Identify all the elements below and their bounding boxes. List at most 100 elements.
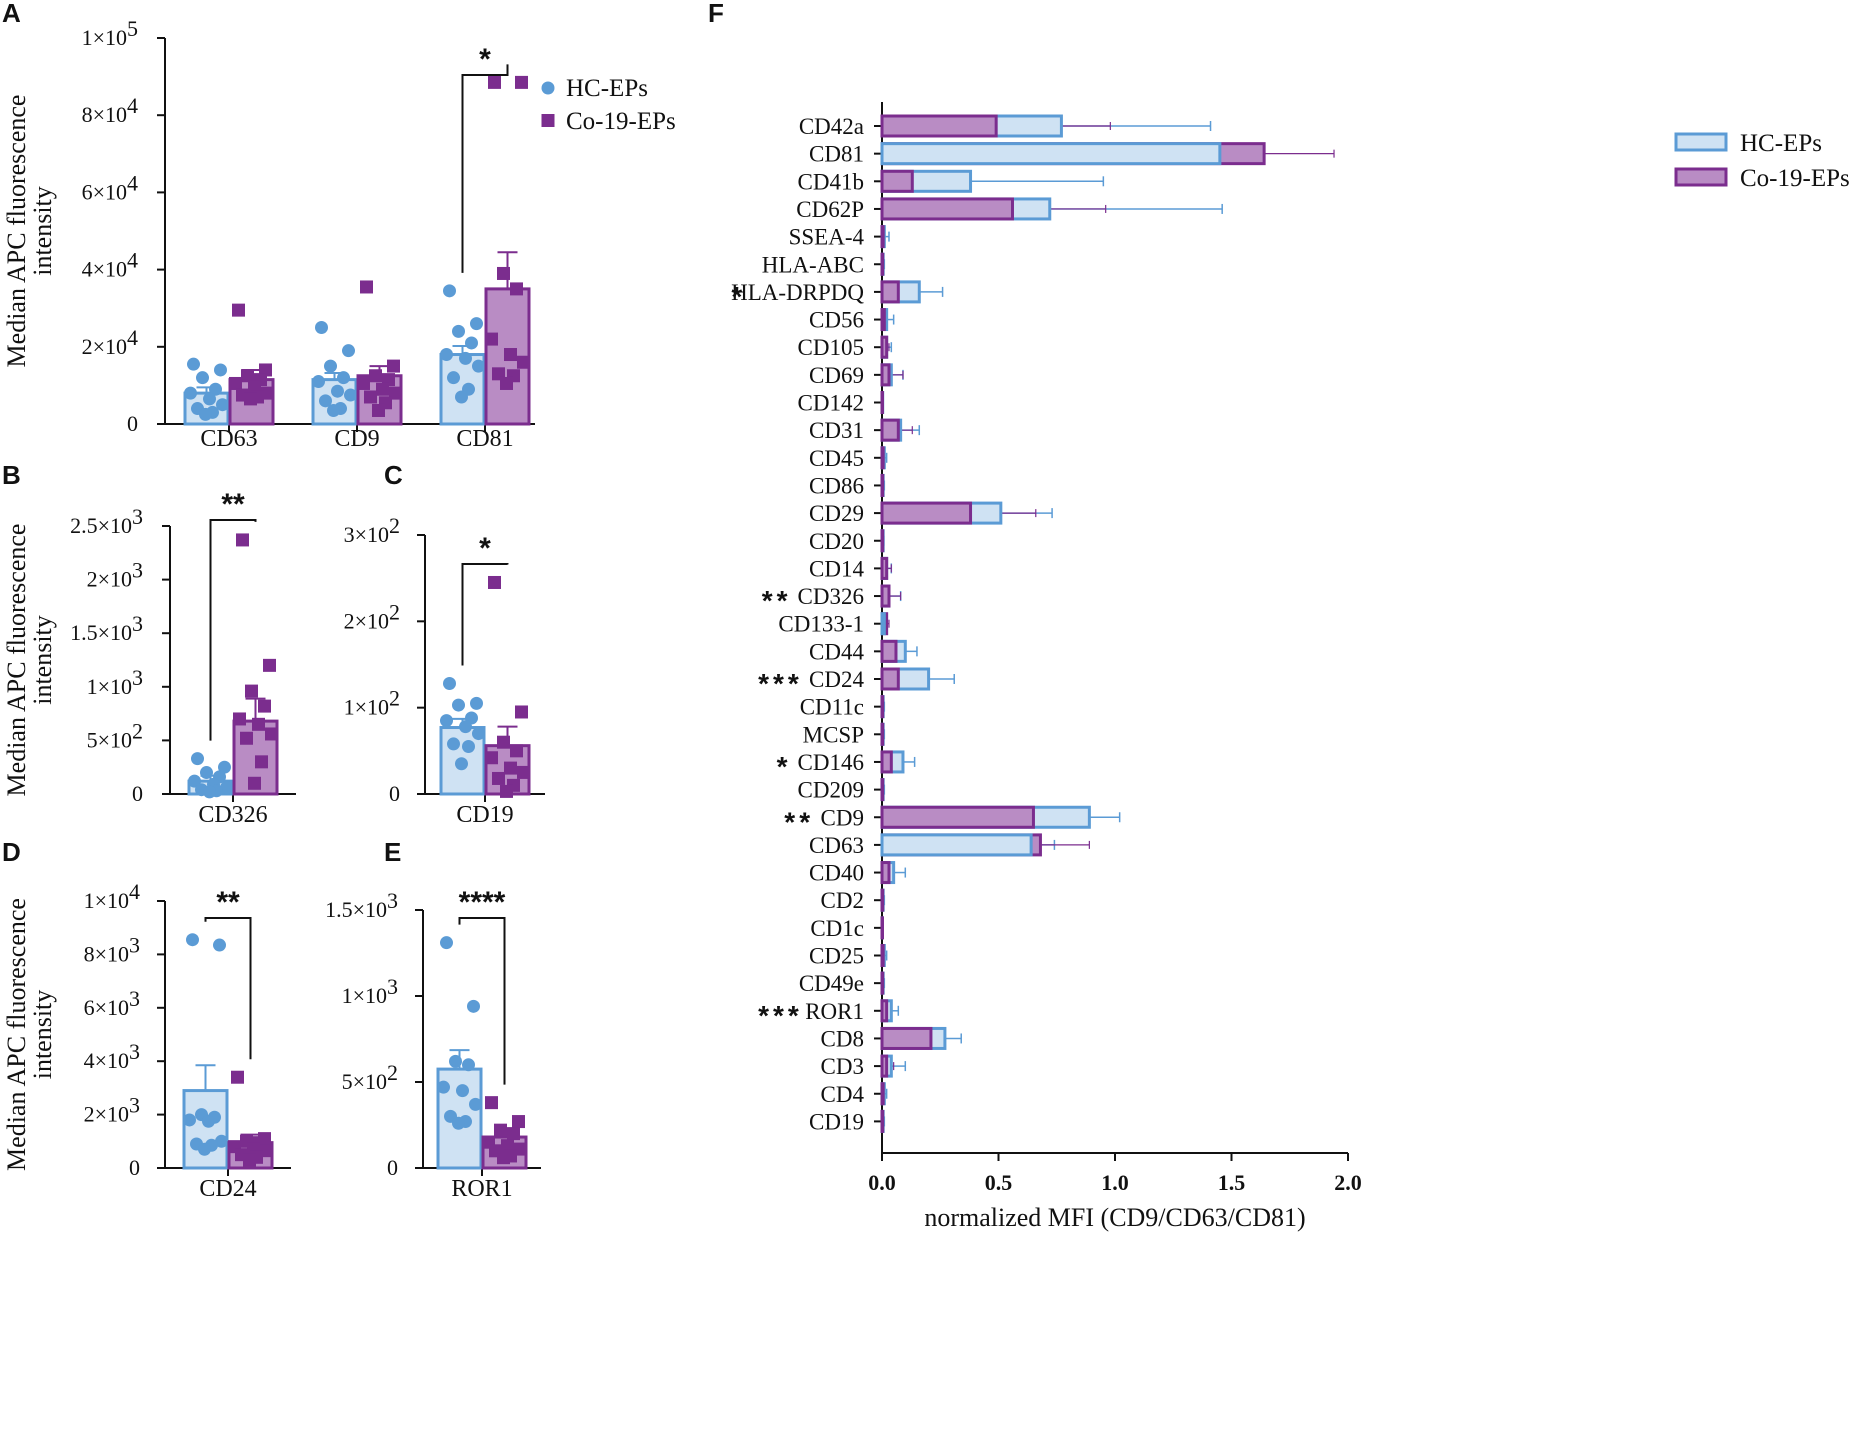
- data-point-hc: [449, 1054, 462, 1068]
- data-point-co: [515, 75, 528, 89]
- data-point-co: [357, 376, 370, 390]
- data-point-hc: [472, 359, 485, 373]
- y-tick-label: 6×103: [84, 986, 140, 1020]
- data-point-hc: [216, 398, 229, 412]
- bar-co: [880, 280, 900, 304]
- data-point-co: [252, 717, 265, 731]
- data-point-hc: [220, 781, 233, 795]
- y-tick-label: 1×104: [84, 879, 140, 913]
- data-point-hc: [452, 1116, 465, 1130]
- x-tick-label: 1.0: [1101, 1170, 1129, 1195]
- legend-label-hc: HC-EPs: [1740, 130, 1822, 157]
- panel-letter: A: [2, 0, 21, 28]
- data-point-co: [245, 684, 258, 698]
- data-point-hc: [215, 1134, 228, 1148]
- data-point-co: [263, 658, 276, 672]
- category-label: CD9: [334, 426, 379, 452]
- tick-mantissa: 2×10: [87, 567, 132, 592]
- tick-exponent: 4: [127, 170, 138, 195]
- data-point-hc: [203, 392, 216, 406]
- x-tick-label: 0.0: [868, 1170, 896, 1195]
- data-point-hc: [342, 344, 355, 358]
- significance-bracket: [204, 917, 252, 1060]
- category-label: CD326: [798, 584, 864, 609]
- data-point-hc: [459, 351, 472, 365]
- significance-label: *: [777, 751, 792, 782]
- data-point-hc: [452, 698, 465, 712]
- category-label: CD63: [809, 833, 864, 858]
- y-tick-label: 1×103: [87, 665, 143, 699]
- bar-co: [880, 639, 898, 663]
- data-point-hc: [324, 359, 337, 373]
- data-point-hc: [198, 1142, 211, 1156]
- data-point-hc: [456, 1084, 469, 1098]
- y-axis-label: intensity: [28, 615, 57, 705]
- data-point-co: [231, 1070, 244, 1084]
- data-point-co: [485, 751, 498, 765]
- category-label: CD11c: [800, 695, 864, 720]
- category-label: CD24: [199, 1176, 256, 1202]
- category-label: CD9: [821, 805, 864, 830]
- tick-mantissa: 3×10: [344, 522, 389, 547]
- data-point-hc: [187, 357, 200, 371]
- bar-co: [880, 446, 885, 470]
- data-point-co: [488, 575, 501, 589]
- category-label: CD4: [821, 1082, 865, 1107]
- data-point-hc: [455, 757, 468, 771]
- tick-mantissa: 1×10: [342, 983, 387, 1008]
- data-point-co: [233, 712, 246, 726]
- bar-co: [880, 999, 889, 1023]
- category-label: CD45: [809, 446, 864, 471]
- data-point-hc: [203, 785, 216, 799]
- y-tick-label: 1.5×103: [325, 888, 398, 922]
- tick-mantissa: 1×10: [82, 25, 127, 50]
- bar-co: [880, 529, 885, 553]
- tick-mantissa: 5×10: [87, 727, 132, 752]
- tick-exponent: 2: [389, 513, 400, 538]
- panel-letter: B: [2, 460, 21, 490]
- data-point-co: [500, 784, 513, 798]
- data-point-co: [497, 1151, 510, 1165]
- data-point-co: [243, 1153, 256, 1167]
- category-label: CD2: [821, 888, 864, 913]
- data-point-co: [369, 369, 382, 383]
- tick-mantissa: 5×10: [342, 1069, 387, 1094]
- category-label: CD86: [809, 473, 864, 498]
- category-label: CD146: [798, 750, 864, 775]
- bar-co: [880, 1054, 889, 1078]
- data-point-hc: [327, 403, 340, 417]
- data-point-hc: [188, 774, 201, 788]
- data-point-co: [488, 75, 501, 89]
- category-label: CD326: [198, 802, 267, 828]
- data-point-hc: [443, 284, 456, 298]
- data-point-co: [510, 744, 523, 758]
- tick-mantissa: 1×10: [84, 888, 129, 913]
- data-point-hc: [184, 386, 197, 400]
- data-point-hc: [455, 390, 468, 404]
- bar-co: [880, 750, 893, 774]
- data-point-hc: [199, 407, 212, 421]
- bar-co: [880, 308, 886, 332]
- y-tick-label: 8×103: [84, 932, 140, 966]
- data-point-hc: [462, 1058, 475, 1072]
- category-label: CD20: [809, 529, 864, 554]
- data-point-hc: [186, 933, 199, 947]
- tick-exponent: 2: [389, 599, 400, 624]
- legend-marker-co: [1674, 167, 1728, 187]
- tick-exponent: 4: [127, 248, 138, 273]
- tick-mantissa: 4×10: [82, 257, 127, 282]
- category-label: CD105: [798, 335, 864, 360]
- data-point-co: [485, 1096, 498, 1110]
- category-label: CD14: [809, 556, 864, 581]
- category-label: CD142: [798, 391, 864, 416]
- category-label: CD69: [809, 363, 864, 388]
- bar-co: [880, 916, 884, 940]
- bar-co: [880, 722, 885, 746]
- category-label: CD81: [456, 426, 513, 452]
- category-label: CD133-1: [778, 612, 864, 637]
- panel-letter: D: [2, 837, 21, 867]
- tick-exponent: 4: [129, 879, 140, 904]
- data-point-co: [389, 386, 402, 400]
- data-point-co: [248, 776, 261, 790]
- tick-mantissa: 4×10: [84, 1048, 129, 1073]
